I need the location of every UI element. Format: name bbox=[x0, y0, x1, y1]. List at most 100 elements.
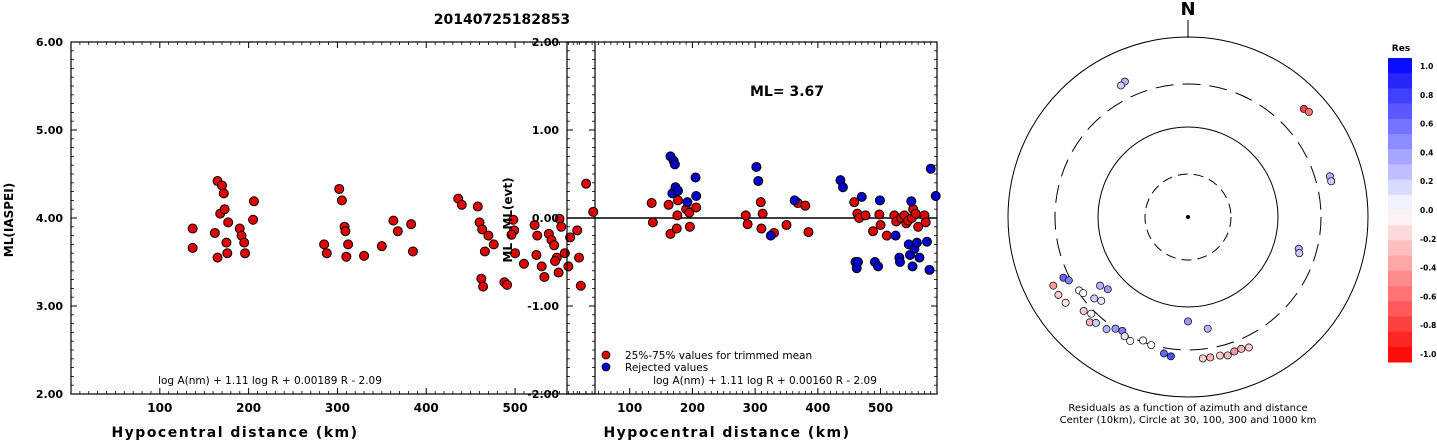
middle-data-point bbox=[906, 196, 917, 207]
left-data-point bbox=[479, 246, 490, 257]
left-data-point bbox=[248, 196, 259, 207]
colorbar-tick-label: -1.0 bbox=[1420, 350, 1436, 359]
middle-data-point bbox=[875, 220, 886, 231]
middle-data-point bbox=[895, 257, 905, 267]
left-data-point bbox=[539, 271, 550, 282]
polar-data-point bbox=[1054, 290, 1063, 299]
left-formula: log A(nm) + 1.11 log R + 0.00189 R - 2.0… bbox=[158, 375, 382, 387]
middle-data-point bbox=[684, 207, 695, 218]
left-data-point bbox=[218, 188, 229, 199]
left-x-tick-label: 300 bbox=[325, 401, 350, 415]
left-data-point bbox=[529, 220, 540, 231]
polar-caption-line1: Residuals as a function of azimuth and d… bbox=[1068, 403, 1307, 414]
polar-data-point bbox=[1327, 177, 1336, 186]
middle-data-point bbox=[868, 226, 879, 237]
polar-data-point bbox=[1087, 309, 1096, 318]
middle-x-axis-label: Hypocentral distance (km) bbox=[603, 425, 850, 441]
middle-data-point bbox=[781, 220, 792, 231]
polar-data-point bbox=[1237, 344, 1246, 353]
colorbar-cell bbox=[1388, 194, 1412, 211]
colorbar-tick-label: 0.2 bbox=[1420, 177, 1433, 186]
middle-data-point bbox=[740, 210, 751, 221]
polar-data-point bbox=[1097, 296, 1106, 305]
polar-data-point bbox=[1126, 337, 1135, 345]
middle-data-point bbox=[921, 236, 932, 247]
polar-data-point bbox=[1295, 249, 1304, 258]
left-data-point bbox=[376, 241, 387, 252]
middle-data-point bbox=[789, 195, 800, 206]
polar-data-point bbox=[1159, 349, 1168, 358]
left-data-point bbox=[572, 225, 583, 236]
left-x-tick-label: 100 bbox=[147, 401, 172, 415]
polar-data-point bbox=[1120, 332, 1129, 341]
left-chart: 2.00 3.00 4.00 5.00 6.00 100 200 300 400 500 log… bbox=[2, 36, 599, 441]
colorbar-tick-label: -0.2 bbox=[1420, 235, 1436, 244]
middle-data-point bbox=[753, 176, 764, 187]
middle-data-point bbox=[684, 221, 695, 232]
left-data-point bbox=[222, 248, 233, 259]
middle-data-point bbox=[856, 191, 867, 202]
left-data-point bbox=[321, 248, 332, 259]
polar-data-point bbox=[1203, 324, 1212, 333]
left-data-point bbox=[187, 242, 198, 253]
left-data-point bbox=[556, 221, 567, 232]
middle-data-point bbox=[742, 219, 753, 230]
circle-30km bbox=[1144, 173, 1232, 261]
left-data-point bbox=[239, 237, 250, 248]
middle-data-point bbox=[837, 182, 848, 193]
colorbar-tick-label: 0.8 bbox=[1420, 91, 1433, 100]
colorbar-tick-label: -0.6 bbox=[1420, 292, 1436, 301]
left-data-point bbox=[477, 224, 488, 235]
left-data-point bbox=[456, 199, 467, 210]
middle-data-point bbox=[874, 209, 885, 220]
polar-data-point bbox=[1206, 353, 1215, 362]
left-y-tick-label: 6.00 bbox=[36, 36, 63, 49]
legend-marker-rejected bbox=[601, 362, 611, 372]
polar-data-point bbox=[1079, 306, 1088, 315]
colorbar-cell bbox=[1388, 286, 1412, 302]
circle-1000km bbox=[1007, 36, 1369, 398]
left-data-point bbox=[341, 251, 352, 262]
circle-100km bbox=[1097, 126, 1279, 308]
middle-data-point bbox=[930, 191, 941, 201]
left-data-point bbox=[502, 279, 513, 290]
left-x-ticks: 100 200 300 400 500 bbox=[79, 42, 587, 415]
left-data-point bbox=[549, 240, 560, 251]
polar-data-point bbox=[1184, 317, 1192, 326]
left-points bbox=[187, 176, 599, 292]
polar-data-point bbox=[1090, 294, 1099, 303]
colorbar-cell bbox=[1388, 73, 1412, 89]
left-data-point bbox=[334, 183, 345, 194]
left-data-point bbox=[508, 214, 519, 225]
mid-y-tick-label: 2.00 bbox=[532, 36, 559, 49]
left-data-point bbox=[240, 248, 251, 259]
middle-data-point bbox=[646, 198, 657, 209]
left-data-point bbox=[574, 252, 585, 263]
left-y-ticks: 2.00 3.00 4.00 5.00 6.00 bbox=[36, 36, 595, 401]
left-data-point bbox=[488, 239, 499, 250]
left-x-tick-label: 200 bbox=[236, 401, 261, 415]
left-data-point bbox=[343, 239, 354, 250]
mid-x-tick-label: 300 bbox=[743, 401, 768, 415]
mid-y-tick-label: -2.00 bbox=[527, 388, 559, 401]
left-data-point bbox=[483, 230, 494, 241]
legend-label-trimmed: 25%-75% values for trimmed mean bbox=[625, 350, 812, 362]
left-data-point bbox=[575, 280, 586, 291]
middle-data-point bbox=[860, 210, 871, 221]
colorbar-tick-label: 0.0 bbox=[1420, 206, 1433, 215]
middle-data-point bbox=[690, 172, 701, 183]
middle-data-point bbox=[756, 223, 767, 234]
left-data-point bbox=[248, 214, 259, 225]
colorbar-cell bbox=[1388, 164, 1412, 181]
polar-data-point bbox=[1064, 276, 1073, 285]
middle-data-point bbox=[874, 195, 885, 206]
colorbar-cell bbox=[1388, 149, 1412, 165]
middle-data-point bbox=[803, 227, 814, 238]
middle-data-point bbox=[910, 208, 921, 219]
left-y-axis-label: ML(IASPEI) bbox=[2, 183, 16, 257]
mid-y-tick-label: -1.00 bbox=[527, 300, 559, 313]
colorbar-tick-label: -0.4 bbox=[1420, 264, 1436, 273]
left-data-point bbox=[478, 281, 489, 292]
left-data-point bbox=[340, 226, 351, 237]
